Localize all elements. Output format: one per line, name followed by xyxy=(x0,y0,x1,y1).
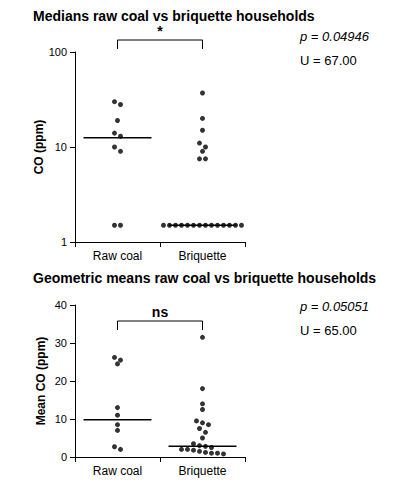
svg-text:40: 40 xyxy=(55,299,67,311)
svg-text:Medians raw coal vs briquette: Medians raw coal vs briquette households xyxy=(33,8,315,24)
svg-text:p = 0.05051: p = 0.05051 xyxy=(299,299,369,314)
svg-text:Raw coal: Raw coal xyxy=(93,249,142,263)
svg-text:p = 0.04946: p = 0.04946 xyxy=(299,29,370,44)
svg-text:100: 100 xyxy=(49,46,67,58)
svg-text:Geometric means raw coal vs br: Geometric means raw coal vs briquette ho… xyxy=(33,270,376,286)
svg-text:30: 30 xyxy=(55,337,67,349)
svg-text:1: 1 xyxy=(61,236,67,248)
svg-text:CO (ppm): CO (ppm) xyxy=(32,120,46,175)
svg-text:*: * xyxy=(157,23,163,39)
svg-text:Briquette: Briquette xyxy=(178,249,226,263)
svg-text:Briquette: Briquette xyxy=(178,464,226,478)
svg-text:Mean CO (ppm): Mean CO (ppm) xyxy=(34,337,48,426)
svg-text:20: 20 xyxy=(55,375,67,387)
svg-text:10: 10 xyxy=(55,141,67,153)
svg-text:Raw coal: Raw coal xyxy=(93,464,142,478)
svg-text:0: 0 xyxy=(61,451,67,463)
svg-text:10: 10 xyxy=(55,413,67,425)
svg-text:U = 67.00: U = 67.00 xyxy=(300,53,357,68)
svg-text:ns: ns xyxy=(152,304,169,320)
svg-text:U = 65.00: U = 65.00 xyxy=(300,323,357,338)
